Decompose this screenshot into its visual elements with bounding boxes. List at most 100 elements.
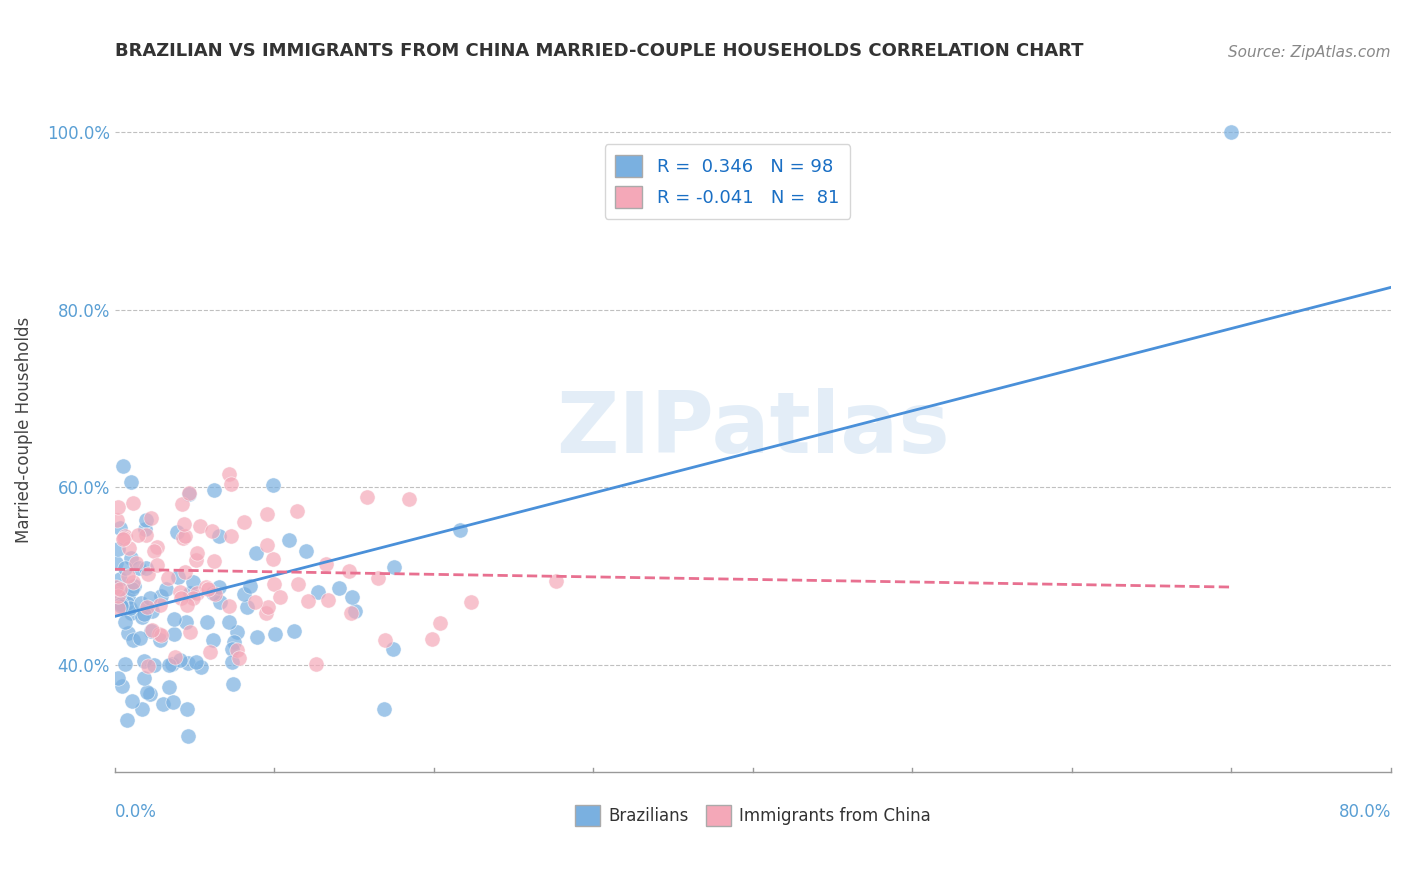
Point (219, 529, 242, 543)
Point (398, 492, 420, 507)
Point (221, 642, 243, 657)
Point (170, 591, 193, 606)
Point (117, 590, 139, 604)
Point (134, 671, 156, 685)
Point (121, 575, 143, 590)
Point (112, 532, 135, 546)
Text: Source: ZipAtlas.com: Source: ZipAtlas.com (1229, 45, 1391, 60)
Point (111, 458, 134, 473)
Point (134, 523, 156, 537)
Point (110, 599, 132, 613)
Point (208, 595, 231, 609)
Point (127, 527, 149, 541)
Point (181, 591, 204, 606)
Point (141, 604, 163, 618)
Point (117, 626, 139, 640)
Point (143, 544, 166, 558)
Point (108, 597, 131, 611)
Point (337, 564, 360, 578)
Point (201, 586, 224, 600)
Point (218, 467, 240, 481)
Point (122, 496, 145, 510)
Point (172, 531, 194, 545)
Point (157, 571, 180, 585)
Point (197, 582, 219, 596)
Point (176, 615, 198, 630)
Point (129, 597, 152, 611)
Point (356, 491, 378, 505)
Point (235, 599, 257, 614)
Point (155, 582, 177, 596)
Text: BRAZILIAN VS IMMIGRANTS FROM CHINA MARRIED-COUPLE HOUSEHOLDS CORRELATION CHART: BRAZILIAN VS IMMIGRANTS FROM CHINA MARRI… (115, 42, 1083, 60)
Point (141, 623, 163, 637)
Point (340, 590, 363, 604)
Point (218, 615, 240, 630)
Point (107, 541, 129, 556)
Point (135, 528, 157, 542)
Point (104, 581, 127, 595)
Point (121, 633, 143, 648)
Point (132, 654, 155, 668)
Point (450, 523, 472, 537)
Point (110, 597, 132, 611)
Point (195, 615, 218, 629)
Point (176, 730, 198, 744)
Point (118, 601, 141, 615)
Point (295, 543, 318, 558)
Point (135, 513, 157, 527)
Point (283, 624, 305, 638)
Point (136, 658, 159, 673)
Point (163, 649, 186, 664)
Point (170, 497, 193, 511)
Point (208, 529, 231, 543)
Point (297, 594, 319, 608)
Point (148, 627, 170, 641)
Point (176, 598, 198, 612)
Point (373, 701, 395, 715)
Point (167, 569, 190, 583)
Point (115, 713, 138, 727)
Point (131, 610, 153, 624)
Point (256, 538, 278, 552)
Point (105, 580, 128, 594)
Point (263, 576, 285, 591)
Point (246, 630, 269, 644)
Point (179, 487, 201, 501)
Legend: Brazilians, Immigrants from China: Brazilians, Immigrants from China (568, 798, 938, 832)
Point (343, 604, 366, 618)
Point (166, 524, 188, 539)
Point (420, 632, 443, 646)
Point (163, 627, 186, 641)
Point (157, 681, 180, 695)
Point (152, 697, 174, 711)
Point (121, 582, 143, 596)
Text: 80.0%: 80.0% (1339, 803, 1391, 822)
Point (146, 540, 169, 554)
Point (202, 483, 225, 497)
Point (208, 580, 231, 594)
Point (382, 642, 405, 657)
Point (228, 651, 250, 665)
Point (277, 533, 299, 547)
Point (132, 607, 155, 621)
Point (105, 513, 128, 527)
Point (285, 504, 308, 518)
Point (150, 590, 173, 604)
Point (195, 580, 218, 594)
Point (179, 624, 201, 639)
Point (111, 680, 134, 694)
Point (149, 598, 172, 612)
Point (233, 587, 256, 601)
Point (226, 625, 249, 640)
Point (128, 561, 150, 575)
Point (204, 587, 226, 601)
Point (382, 559, 405, 574)
Point (177, 656, 200, 670)
Point (150, 628, 173, 642)
Point (114, 615, 136, 629)
Point (173, 516, 195, 531)
Point (257, 599, 280, 614)
Point (200, 645, 222, 659)
Point (339, 606, 361, 620)
Point (114, 657, 136, 672)
